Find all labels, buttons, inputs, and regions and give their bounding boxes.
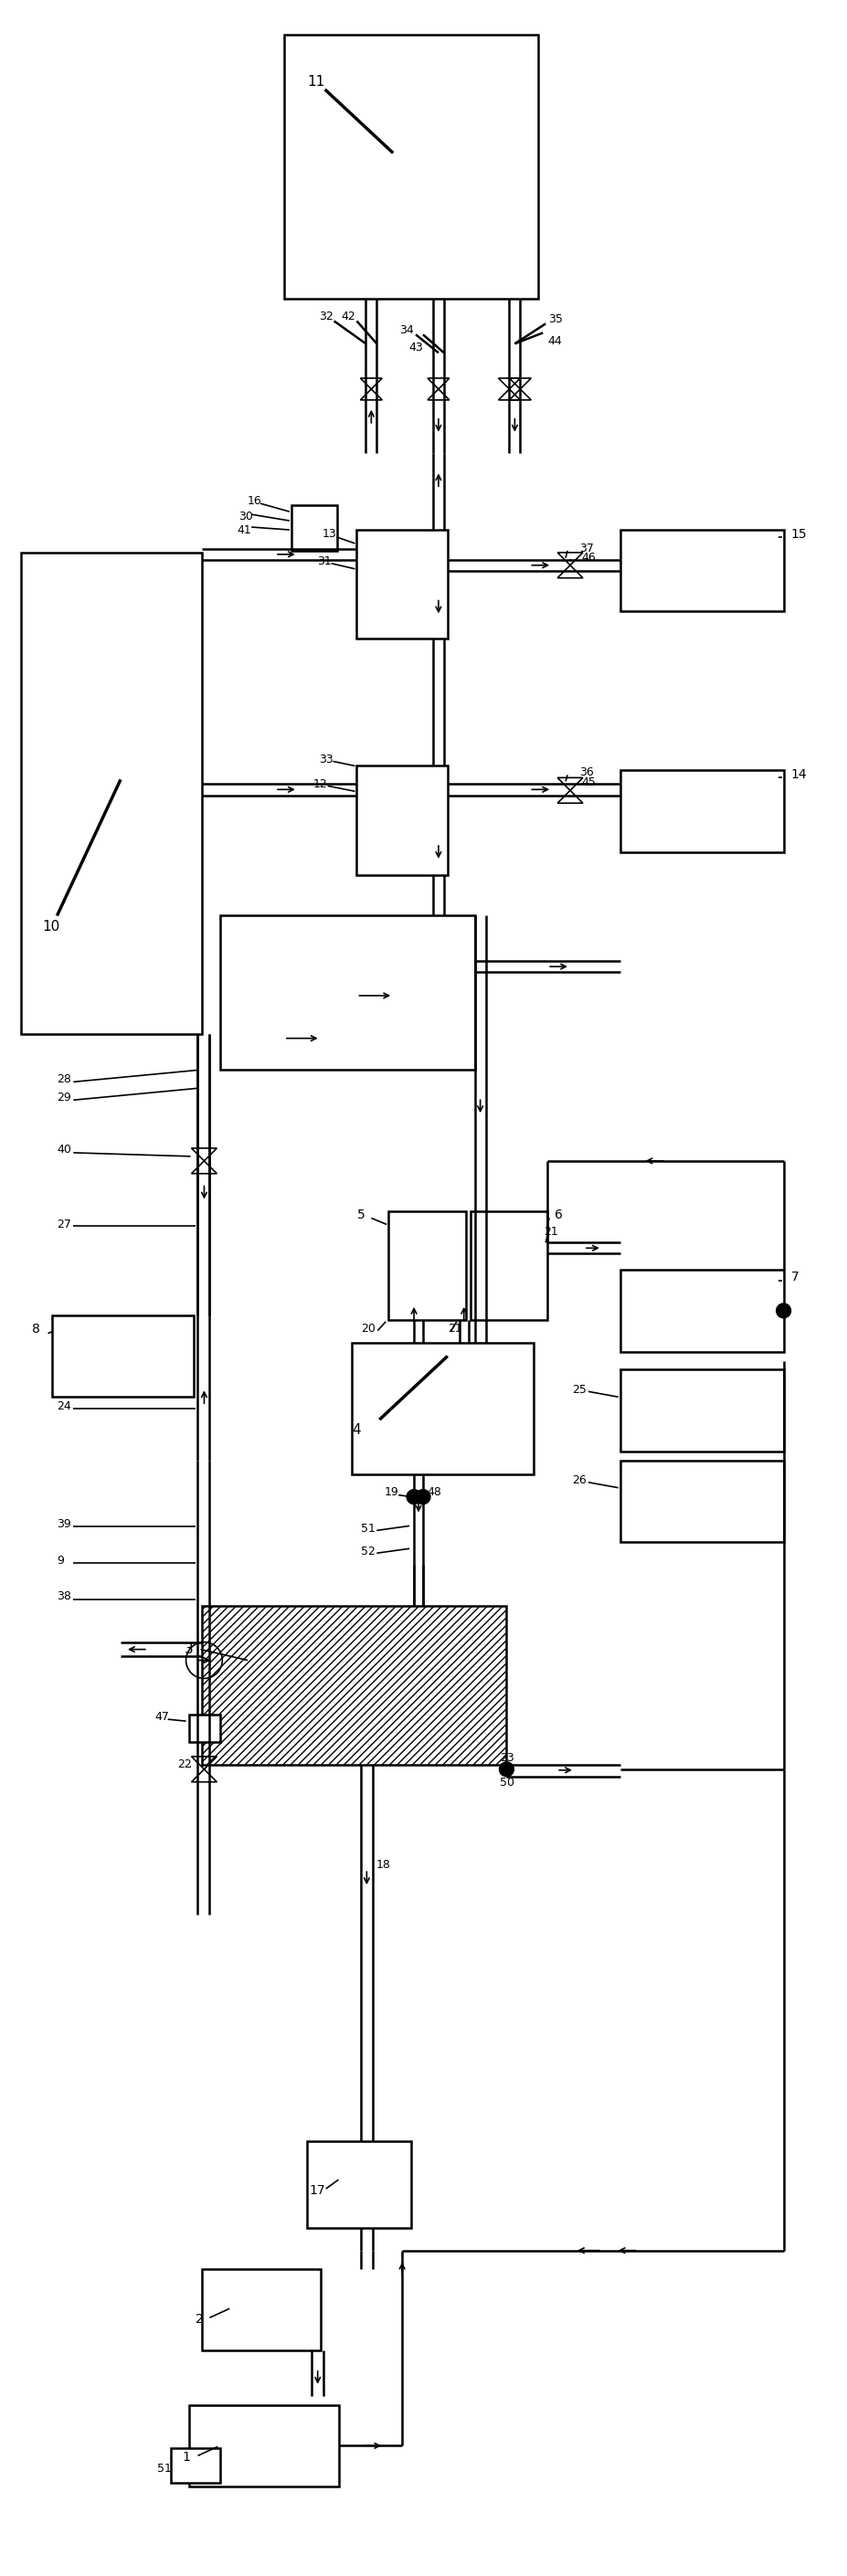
Bar <box>53 1316 193 1396</box>
Text: 21: 21 <box>544 1226 558 1236</box>
Text: 40: 40 <box>57 1144 71 1157</box>
Bar <box>202 2269 320 2349</box>
Text: 38: 38 <box>57 1592 71 1602</box>
Bar <box>189 1716 220 1741</box>
Text: 51: 51 <box>157 2463 171 2476</box>
Text: 14: 14 <box>791 768 807 781</box>
Bar <box>170 2447 220 2483</box>
Bar <box>357 765 447 876</box>
Bar <box>189 2406 339 2486</box>
Text: 46: 46 <box>581 551 595 564</box>
Text: 42: 42 <box>341 312 356 322</box>
Text: 52: 52 <box>362 1546 376 1558</box>
Text: 43: 43 <box>408 343 423 353</box>
Bar <box>389 1211 466 1319</box>
Text: 45: 45 <box>581 775 595 788</box>
Text: 23: 23 <box>501 1752 515 1765</box>
Text: 4: 4 <box>352 1422 361 1437</box>
Text: 6: 6 <box>555 1208 563 1221</box>
Text: 36: 36 <box>579 765 594 778</box>
Bar <box>202 1605 507 1765</box>
Bar <box>20 551 202 1033</box>
Text: 5: 5 <box>357 1208 365 1221</box>
Text: 17: 17 <box>309 2184 325 2197</box>
Text: 24: 24 <box>57 1401 71 1412</box>
Bar <box>284 36 539 299</box>
Text: 25: 25 <box>572 1383 586 1396</box>
Circle shape <box>416 1489 430 1504</box>
Text: 26: 26 <box>572 1473 586 1486</box>
Text: 12: 12 <box>313 778 328 791</box>
Text: 34: 34 <box>400 325 414 335</box>
Text: 1: 1 <box>182 2452 191 2463</box>
Text: 50: 50 <box>501 1777 515 1788</box>
Text: 7: 7 <box>791 1270 799 1283</box>
Text: 48: 48 <box>427 1486 441 1499</box>
Bar <box>620 1370 783 1450</box>
Text: 21: 21 <box>447 1324 462 1334</box>
Bar <box>470 1211 547 1319</box>
Bar <box>620 770 783 853</box>
Bar <box>620 1461 783 1543</box>
Circle shape <box>777 1303 791 1319</box>
Text: 13: 13 <box>322 528 336 541</box>
Text: 15: 15 <box>791 528 807 541</box>
Bar <box>620 531 783 611</box>
Text: 22: 22 <box>177 1759 191 1770</box>
Text: 32: 32 <box>318 312 333 322</box>
Text: 35: 35 <box>548 314 563 325</box>
Text: 9: 9 <box>57 1553 64 1566</box>
Text: 27: 27 <box>57 1218 71 1231</box>
Text: 39: 39 <box>57 1517 71 1530</box>
Circle shape <box>407 1489 421 1504</box>
Bar <box>357 531 447 639</box>
Bar <box>352 1342 534 1473</box>
Text: 51: 51 <box>362 1522 376 1535</box>
Text: 8: 8 <box>31 1321 40 1334</box>
Text: 44: 44 <box>547 335 562 348</box>
Text: 37: 37 <box>579 544 594 554</box>
Bar <box>291 505 337 551</box>
Text: 19: 19 <box>384 1486 398 1499</box>
Text: 41: 41 <box>237 523 252 536</box>
Text: 29: 29 <box>57 1092 71 1103</box>
Text: 16: 16 <box>248 495 263 507</box>
Text: 33: 33 <box>318 755 333 765</box>
Text: 28: 28 <box>57 1074 71 1084</box>
Text: 3: 3 <box>184 1643 193 1656</box>
Text: 30: 30 <box>239 510 253 523</box>
Text: 18: 18 <box>376 1860 390 1870</box>
Text: 11: 11 <box>307 75 325 90</box>
Bar <box>307 2141 412 2228</box>
Text: 20: 20 <box>362 1324 376 1334</box>
Text: 2: 2 <box>195 2313 203 2326</box>
Text: 10: 10 <box>42 920 60 933</box>
Bar <box>620 1270 783 1352</box>
Text: 47: 47 <box>155 1710 169 1723</box>
Bar <box>220 914 475 1069</box>
Text: 31: 31 <box>317 556 331 567</box>
Circle shape <box>500 1762 514 1777</box>
